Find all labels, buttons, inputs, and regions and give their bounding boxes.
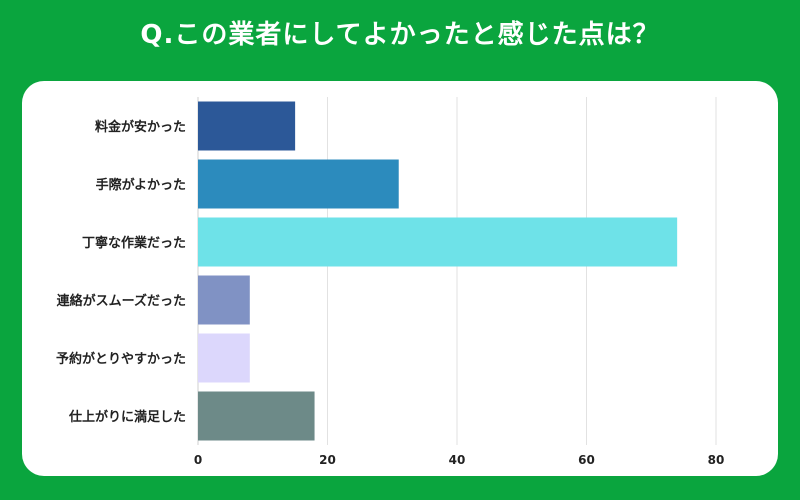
x-tick-label: 80 xyxy=(708,453,725,467)
category-label: 料金が安かった xyxy=(95,119,186,135)
category-label: 予約がとりやすかった xyxy=(56,351,186,367)
bar xyxy=(198,217,678,267)
category-label: 手際がよかった xyxy=(96,177,186,193)
chart-title: Q.この業者にしてよかったと感じた点は？ xyxy=(140,20,660,50)
x-tick-label: 20 xyxy=(319,453,336,467)
bar xyxy=(198,101,296,151)
x-tick-label: 60 xyxy=(578,453,595,467)
bar xyxy=(198,275,250,325)
category-label: 連絡がスムーズだった xyxy=(57,293,186,309)
bar xyxy=(198,333,250,383)
category-label: 仕上がりに満足した xyxy=(68,409,186,425)
category-label: 丁寧な作業だった xyxy=(82,235,186,251)
x-tick-label: 40 xyxy=(449,453,466,467)
bar xyxy=(198,159,399,209)
bar xyxy=(198,391,315,441)
chart-panel xyxy=(22,81,778,476)
x-tick-label: 0 xyxy=(194,453,202,467)
